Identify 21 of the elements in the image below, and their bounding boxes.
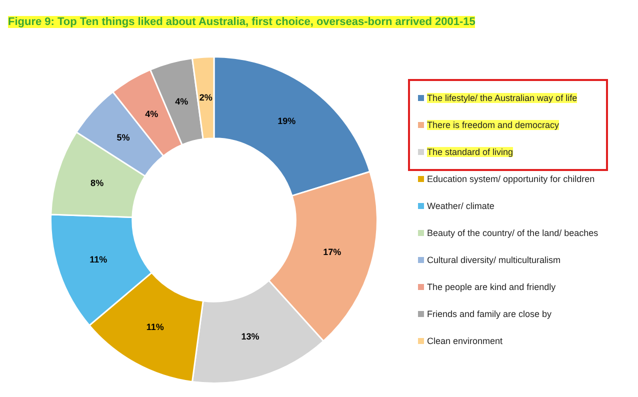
legend-label: Friends and family are close by (427, 308, 552, 318)
legend-label: Clean environment (427, 336, 503, 346)
data-label: 17% (323, 246, 342, 257)
data-label: 19% (278, 116, 296, 126)
legend-label: There is freedom and democracy (427, 120, 560, 130)
legend-label: Beauty of the country/ of the land/ beaches (427, 228, 598, 238)
chart-title: Figure 9: Top Ten things liked about Australia, first choice, overseas-born arrived 2001-15 (8, 16, 476, 28)
data-label: 11% (146, 322, 164, 332)
legend-label: Education system/ opportunity for children (427, 174, 595, 184)
data-label: 2% (199, 92, 212, 102)
data-label: 4% (175, 96, 188, 106)
data-label: 4% (145, 109, 158, 120)
legend-label: Weather/ climate (427, 200, 494, 210)
legend-label: The standard of living (427, 146, 514, 156)
legend-label: Cultural diversity/ multiculturalism (427, 254, 561, 264)
legend-label: The people are kind and friendly (427, 282, 556, 292)
data-label: 11% (90, 254, 108, 265)
data-label: 8% (90, 178, 104, 188)
data-label: 5% (116, 132, 130, 142)
legend-label: The lifestyle/ the Australian way of life (427, 92, 578, 102)
data-label: 13% (241, 331, 260, 342)
